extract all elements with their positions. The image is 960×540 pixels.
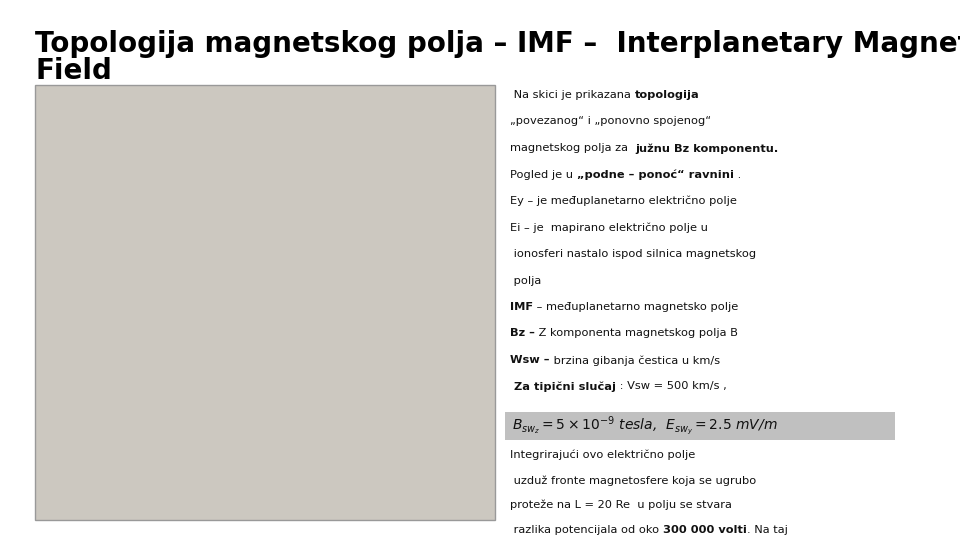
Text: 300 000 volti: 300 000 volti [662,525,747,535]
Text: $B_{sw_z} = 5 \times 10^{-9}$ tesla,  $E_{sw_y} = 2.5$ mV/m: $B_{sw_z} = 5 \times 10^{-9}$ tesla, $E_… [512,415,778,438]
Text: – međuplanetarno magnetsko polje: – međuplanetarno magnetsko polje [533,302,738,312]
Text: magnetskog polja za: magnetskog polja za [510,143,636,153]
Text: . Na taj: . Na taj [747,525,787,535]
Text: Za tipični slučaj: Za tipični slučaj [510,381,616,392]
FancyBboxPatch shape [35,85,495,520]
Text: Topologija magnetskog polja – IMF –  Interplanetary Magnetic: Topologija magnetskog polja – IMF – Inte… [35,30,960,58]
FancyBboxPatch shape [505,412,895,440]
Text: Integrirajući ovo električno polje: Integrirajući ovo električno polje [510,450,695,461]
Text: brzina gibanja čestica u km/s: brzina gibanja čestica u km/s [549,355,720,366]
Text: proteže na L = 20 Re  u polju se stvara: proteže na L = 20 Re u polju se stvara [510,500,732,510]
Text: Na skici je prikazana: Na skici je prikazana [510,90,635,100]
Text: .: . [733,170,741,179]
Text: Ei – je  mapirano električno polje u: Ei – je mapirano električno polje u [510,222,708,233]
Text: južnu Bz komponentu.: južnu Bz komponentu. [636,143,779,153]
Text: Wsw –: Wsw – [510,355,549,365]
Text: Bz –: Bz – [510,328,535,339]
Text: ionosferi nastalo ispod silnica magnetskog: ionosferi nastalo ispod silnica magnetsk… [510,249,756,259]
Text: : Vsw = 500 km/s ,: : Vsw = 500 km/s , [616,381,727,391]
Text: „povezanog“ i „ponovno spojenog“: „povezanog“ i „ponovno spojenog“ [510,117,711,126]
Text: polja: polja [510,275,541,286]
Text: Z komponenta magnetskog polja B: Z komponenta magnetskog polja B [535,328,737,339]
Text: topologija: topologija [635,90,699,100]
Text: razlika potencijala od oko: razlika potencijala od oko [510,525,662,535]
Text: IMF: IMF [510,302,533,312]
Text: uzduž fronte magnetosfere koja se ugrubo: uzduž fronte magnetosfere koja se ugrubo [510,475,756,485]
Text: Pogled je u: Pogled je u [510,170,577,179]
Text: Ey – je međuplanetarno električno polje: Ey – je međuplanetarno električno polje [510,196,737,206]
Text: Field: Field [35,57,112,85]
Text: „podne – ponoć“ ravnini: „podne – ponoć“ ravnini [577,170,733,180]
